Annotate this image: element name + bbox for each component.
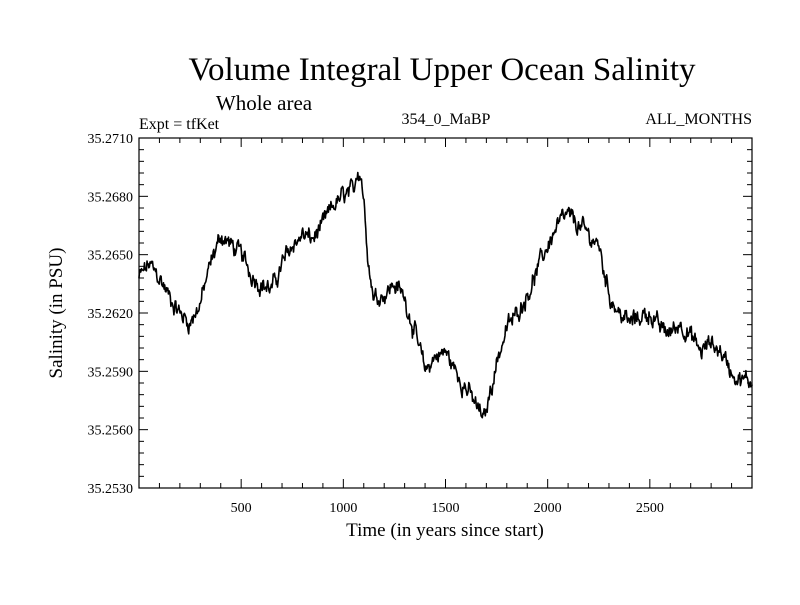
salinity-series-line bbox=[138, 171, 753, 419]
y-tick-label: 35.2710 bbox=[88, 132, 134, 147]
x-tick-label: 2000 bbox=[534, 501, 562, 516]
months-label: ALL_MONTHS bbox=[645, 111, 752, 128]
x-axis-label: Time (in years since start) bbox=[346, 520, 544, 541]
chart-title: Volume Integral Upper Ocean Salinity bbox=[188, 52, 696, 88]
y-tick-label: 35.2560 bbox=[88, 424, 134, 439]
y-axis-label: Salinity (in PSU) bbox=[46, 248, 67, 379]
x-tick-label: 1000 bbox=[329, 501, 357, 516]
y-tick-label: 35.2650 bbox=[88, 249, 134, 264]
chart-subtitle: Whole area bbox=[216, 91, 313, 115]
y-tick-label: 35.2620 bbox=[88, 307, 134, 322]
y-tick-label: 35.2530 bbox=[88, 482, 134, 497]
x-tick-label: 2500 bbox=[636, 501, 664, 516]
y-tick-label: 35.2590 bbox=[88, 365, 134, 380]
run-label: 354_0_MaBP bbox=[402, 111, 491, 128]
x-tick-label: 1500 bbox=[432, 501, 460, 516]
x-tick-label: 500 bbox=[231, 501, 252, 516]
experiment-label: Expt = tfKet bbox=[139, 116, 220, 133]
y-tick-label: 35.2680 bbox=[88, 190, 134, 205]
y-axis-ticks: 35.2530 35.2560 35.2590 35.2620 35.2650 35.26… bbox=[88, 132, 752, 497]
x-axis-ticks: 500 1000 1500 2000 2500 bbox=[158, 138, 733, 516]
plot-area: 500 1000 1500 2000 2500 35.2530 35.2560 35.259… bbox=[88, 132, 753, 516]
